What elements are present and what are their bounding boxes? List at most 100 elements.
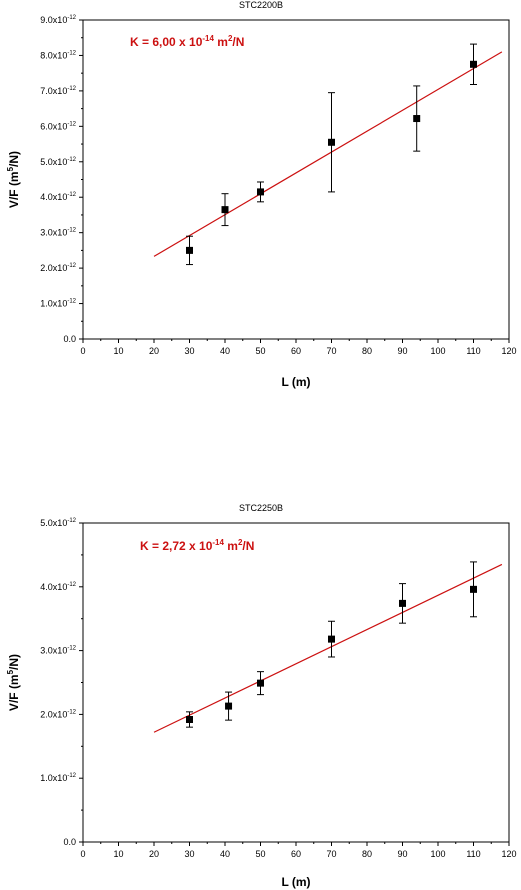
- x-tick-label: 20: [149, 849, 159, 859]
- data-point: [186, 716, 193, 724]
- y-tick-label: 4.0x10-12: [40, 192, 76, 202]
- k-annotation-unit-tail: /N: [232, 35, 244, 49]
- y-tick-exponent: -12: [67, 192, 76, 198]
- y-tick-label: 0.0: [63, 837, 76, 847]
- y-tick-label: 9.0x10-12: [40, 15, 76, 25]
- x-tick-label: 10: [113, 849, 123, 859]
- y-tick-label: 2.0x10-12: [40, 709, 76, 719]
- k-annotation-exponent: -14: [212, 538, 224, 547]
- chart-title: STC2250B: [239, 503, 283, 513]
- y-tick-mantissa: 0.0: [63, 334, 76, 344]
- y-tick-exponent: -12: [67, 518, 76, 524]
- y-tick-mantissa: 4.0x10: [40, 582, 67, 592]
- k-annotation-text: K = 2,72 x 10: [140, 539, 213, 553]
- y-tick-exponent: -12: [67, 773, 76, 779]
- y-axis-title-text: V/F (m: [7, 171, 21, 208]
- x-tick-label: 110: [466, 849, 480, 859]
- y-tick-mantissa: 5.0x10: [40, 518, 67, 528]
- y-tick-exponent: -12: [67, 50, 76, 56]
- data-point: [328, 138, 335, 146]
- k-annotation-unit: m: [214, 35, 228, 49]
- x-tick-label: 90: [397, 849, 407, 859]
- y-tick-mantissa: 3.0x10: [40, 228, 67, 238]
- data-point: [221, 206, 229, 214]
- k-annotation-unit-exponent: 2: [228, 34, 233, 43]
- y-tick-exponent: -12: [67, 121, 76, 127]
- fit-line: [153, 51, 503, 257]
- data-point: [470, 585, 477, 593]
- y-tick-mantissa: 5.0x10: [40, 157, 67, 167]
- x-tick-label: 0: [80, 849, 85, 859]
- y-tick-label: 5.0x10-12: [40, 157, 76, 167]
- y-tick-mantissa: 1.0x10: [40, 773, 67, 783]
- y-tick-exponent: -12: [67, 263, 76, 269]
- y-tick-exponent: -12: [67, 646, 76, 652]
- k-annotation-unit-exponent: 2: [238, 538, 243, 547]
- y-axis-title: V/F (m5/N): [6, 151, 21, 208]
- y-tick-label: 4.0x10-12: [40, 582, 76, 592]
- k-annotation: K = 2,72 x 10-14 m2/N: [140, 538, 254, 553]
- y-tick-exponent: -12: [67, 582, 76, 588]
- data-point: [257, 188, 264, 196]
- y-tick-mantissa: 8.0x10: [40, 50, 67, 60]
- y-tick-mantissa: 2.0x10: [40, 709, 67, 719]
- x-tick-label: 0: [80, 346, 85, 356]
- x-tick-label: 80: [362, 346, 372, 356]
- chart-title: STC2200B: [239, 0, 283, 10]
- y-tick-label: 1.0x10-12: [40, 299, 76, 309]
- y-axis-title-unit: /N): [7, 151, 21, 167]
- y-tick-mantissa: 1.0x10: [40, 299, 67, 309]
- y-tick-exponent: -12: [67, 86, 76, 92]
- x-tick-label: 90: [397, 346, 407, 356]
- y-tick-mantissa: 4.0x10: [40, 192, 67, 202]
- y-tick-label: 6.0x10-12: [40, 121, 76, 131]
- k-annotation: K = 6,00 x 10-14 m2/N: [130, 34, 244, 49]
- x-tick-label: 70: [326, 849, 336, 859]
- y-tick-mantissa: 0.0: [63, 837, 76, 847]
- x-axis-title: L (m): [281, 875, 310, 889]
- y-tick-exponent: -12: [67, 709, 76, 715]
- data-point: [413, 115, 421, 123]
- y-tick-exponent: -12: [67, 228, 76, 234]
- y-tick-label: 3.0x10-12: [40, 228, 76, 238]
- k-annotation-unit: m: [224, 539, 238, 553]
- chart-stc2250b: STC2250B 0 10 20 30 40 50 60 70 80 90 100 110 120 0.0 1…: [6, 503, 517, 889]
- y-tick-label: 7.0x10-12: [40, 86, 76, 96]
- x-tick-label: 100: [430, 849, 445, 859]
- y-tick-mantissa: 3.0x10: [40, 646, 67, 656]
- data-point: [257, 679, 264, 687]
- x-tick-label: 120: [501, 346, 516, 356]
- y-tick-mantissa: 9.0x10: [40, 15, 67, 25]
- x-tick-label: 60: [291, 849, 301, 859]
- y-axis-title: V/F (m5/N): [6, 654, 21, 711]
- fit-line: [153, 563, 503, 733]
- x-tick-label: 20: [149, 346, 159, 356]
- plot-frame: [82, 19, 510, 340]
- x-tick-label: 50: [255, 849, 265, 859]
- data-point: [470, 60, 477, 68]
- y-tick-mantissa: 2.0x10: [40, 263, 67, 273]
- x-tick-label: 30: [184, 849, 194, 859]
- y-axis-title-superscript: 5: [6, 166, 15, 171]
- y-axis-title-text: V/F (m: [7, 674, 21, 711]
- x-tick-label: 50: [255, 346, 265, 356]
- plot-frame: [82, 522, 510, 843]
- y-tick-mantissa: 7.0x10: [40, 86, 67, 96]
- y-tick-label: 3.0x10-12: [40, 646, 76, 656]
- x-tick-label: 30: [184, 346, 194, 356]
- x-tick-label: 40: [220, 849, 230, 859]
- x-tick-label: 60: [291, 346, 301, 356]
- k-annotation-text: K = 6,00 x 10: [130, 35, 203, 49]
- x-axis-title: L (m): [281, 375, 310, 389]
- x-tick-label: 100: [430, 346, 445, 356]
- y-axis-title-unit: /N): [7, 654, 21, 670]
- data-point: [399, 599, 406, 607]
- y-tick-exponent: -12: [67, 15, 76, 21]
- y-tick-label: 2.0x10-12: [40, 263, 76, 273]
- y-tick-label: 8.0x10-12: [40, 50, 76, 60]
- data-point: [225, 702, 233, 710]
- data-point: [186, 246, 193, 254]
- k-annotation-exponent: -14: [202, 34, 214, 43]
- x-tick-label: 80: [362, 849, 372, 859]
